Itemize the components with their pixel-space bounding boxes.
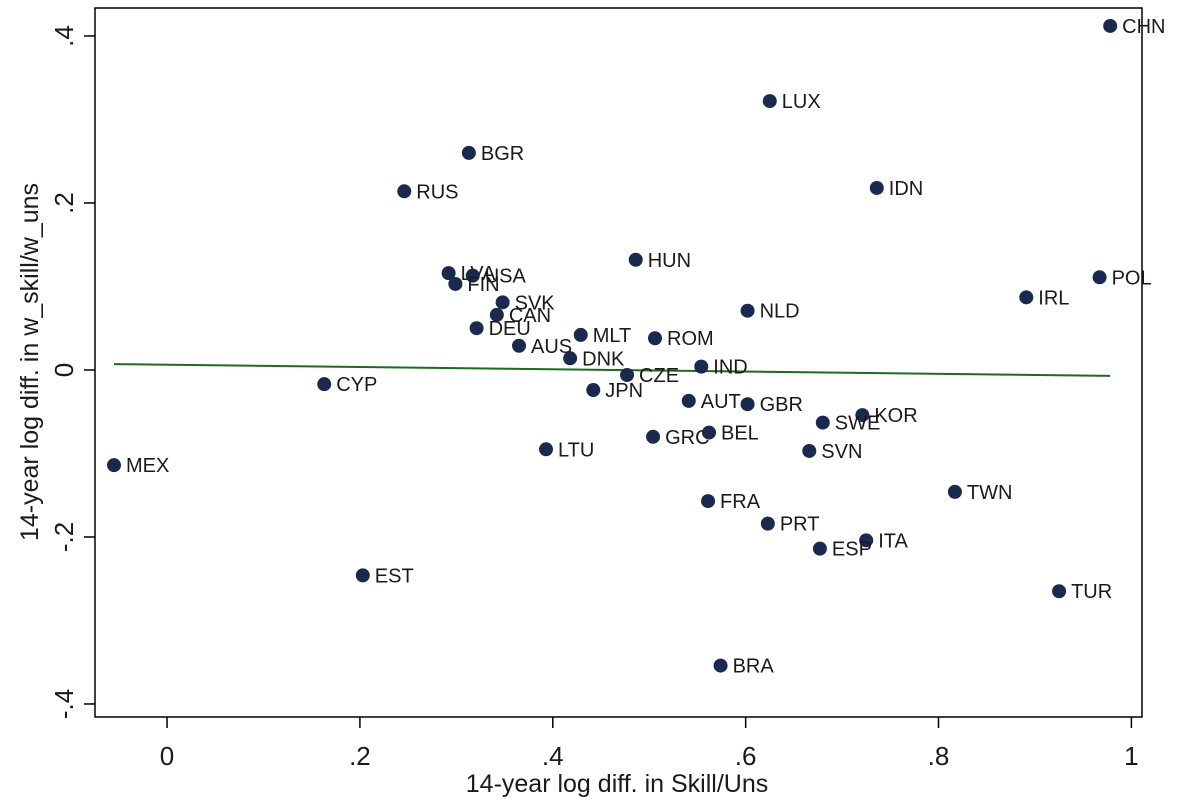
point-label: SVN: [821, 441, 862, 463]
point-label: TUR: [1071, 581, 1112, 603]
point: [461, 145, 476, 160]
fit-line: [113, 363, 1111, 377]
point-label: AUT: [701, 391, 741, 413]
y-tick-label: .2: [49, 192, 79, 214]
point-label: POL: [1112, 267, 1152, 289]
point-label: CHN: [1122, 16, 1165, 38]
point: [448, 276, 463, 291]
point-label: CAN: [509, 305, 551, 327]
point-label: IND: [713, 357, 747, 379]
point-label: MLT: [593, 325, 632, 347]
point: [539, 442, 554, 457]
y-axis-title: 14-year log diff. in w_skill/w_uns: [16, 183, 44, 541]
x-tick-label: .6: [735, 741, 757, 771]
point: [573, 327, 588, 342]
point: [628, 252, 643, 267]
point-label: ROM: [667, 328, 714, 350]
point: [563, 351, 578, 366]
point-label: FRA: [720, 491, 761, 513]
point-label: KOR: [874, 405, 917, 427]
point: [620, 367, 635, 382]
x-tick-label: 0: [160, 741, 174, 771]
point: [762, 94, 777, 109]
x-tick-label: .2: [349, 741, 371, 771]
point-label: BEL: [721, 423, 759, 445]
point: [355, 568, 370, 583]
point-label: SVK: [515, 292, 556, 314]
point-label: TWN: [967, 482, 1013, 504]
point-label: BRA: [733, 656, 775, 678]
plot-frame: [94, 7, 1143, 718]
x-tick-label: 1: [1124, 741, 1138, 771]
point: [512, 338, 527, 353]
x-tick-label: .8: [928, 741, 950, 771]
point-label: IRL: [1038, 287, 1069, 309]
point-label: CZE: [639, 365, 679, 387]
point: [760, 516, 775, 531]
point-label: ESP: [832, 539, 872, 561]
point-label: JPN: [605, 380, 643, 402]
point-label: MEX: [126, 455, 169, 477]
point: [855, 408, 870, 423]
point: [1019, 290, 1034, 305]
point: [694, 359, 709, 374]
point: [859, 533, 874, 548]
point: [489, 307, 504, 322]
point-label: FIN: [467, 274, 499, 296]
point: [648, 331, 663, 346]
point: [441, 266, 456, 281]
point: [317, 377, 332, 392]
point: [802, 443, 817, 458]
point: [947, 484, 962, 499]
x-axis-title: 14-year log diff. in Skill/Uns: [466, 770, 768, 798]
point-label: RUS: [416, 181, 458, 203]
point: [465, 268, 480, 283]
point-label: GBR: [760, 394, 803, 416]
point-label: ITA: [878, 530, 908, 552]
point-label: IDN: [889, 178, 923, 200]
y-tick-label: -.2: [49, 522, 79, 552]
point-label: CYP: [336, 374, 377, 396]
point: [469, 321, 484, 336]
point: [740, 397, 755, 412]
point: [815, 415, 830, 430]
point-label: AUS: [531, 336, 572, 358]
point: [812, 541, 827, 556]
point: [740, 303, 755, 318]
point: [1103, 18, 1118, 33]
point: [701, 494, 716, 509]
point-label: USA: [485, 266, 527, 288]
point-label: GRC: [665, 427, 709, 449]
point-label: EST: [375, 565, 414, 587]
x-tick-label: .4: [542, 741, 564, 771]
point: [646, 429, 661, 444]
y-tick-label: -.4: [49, 689, 79, 719]
point: [495, 295, 510, 310]
y-tick-label: .4: [49, 25, 79, 47]
point: [106, 458, 121, 473]
point-label: NLD: [760, 301, 800, 323]
point: [869, 180, 884, 195]
point: [702, 425, 717, 440]
point: [681, 393, 696, 408]
point: [1092, 270, 1107, 285]
point-label: HUN: [648, 250, 691, 272]
point: [1052, 584, 1067, 599]
point-label: LTU: [558, 439, 594, 461]
point: [397, 184, 412, 199]
y-tick-label: 0: [49, 363, 79, 377]
point-label: DEU: [489, 318, 531, 340]
point-label: PRT: [780, 514, 820, 536]
point-label: BGR: [481, 143, 524, 165]
point-label: SWE: [835, 413, 881, 435]
point: [586, 383, 601, 398]
point-label: LUX: [782, 91, 821, 113]
point-label: DNK: [582, 348, 625, 370]
point: [713, 658, 728, 673]
